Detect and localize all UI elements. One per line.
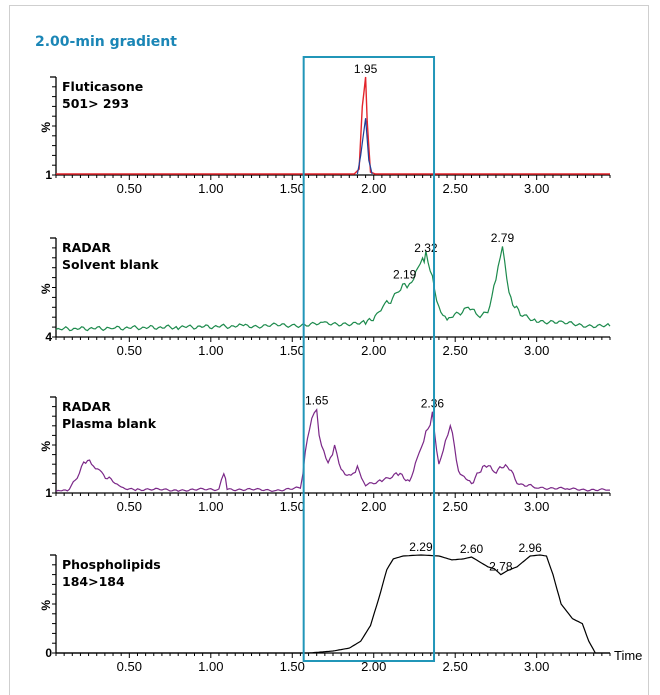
trace-label: RADAR bbox=[62, 399, 111, 414]
x-tick-label: 2.00 bbox=[361, 659, 386, 674]
x-tick-label: 3.00 bbox=[524, 659, 549, 674]
x-tick-label: 1.00 bbox=[198, 343, 223, 358]
x-tick-label: 1.00 bbox=[198, 181, 223, 196]
x-tick-label: 1.50 bbox=[280, 181, 305, 196]
peak-label: 1.65 bbox=[305, 394, 329, 408]
chromatogram-panel-4: 0.50 1.00 1.50 2.00 2.50 3.00% 0 Phospholipids 1… bbox=[39, 540, 611, 674]
x-tick-label: 2.50 bbox=[443, 343, 468, 358]
x-tick-label: 3.00 bbox=[524, 499, 549, 514]
y-min-label: 0 bbox=[45, 646, 52, 660]
x-tick-label: 3.00 bbox=[524, 343, 549, 358]
chromatogram-panel-1: 0.50 1.00 1.50 2.00 2.50 3.00% 1 Fluticasone 501… bbox=[39, 62, 611, 196]
chromatogram-panel-2: 0.50 1.00 1.50 2.00 2.50 3.00% 4 RADAR Solvent b… bbox=[39, 231, 611, 358]
y-axis-label: % bbox=[39, 283, 53, 294]
y-axis-label: % bbox=[39, 441, 53, 452]
x-axis-title: Time bbox=[614, 648, 642, 663]
x-tick-label: 2.50 bbox=[443, 659, 468, 674]
peak-label: 1.95 bbox=[354, 62, 378, 76]
x-tick-label: 3.00 bbox=[524, 181, 549, 196]
x-tick-label: 0.50 bbox=[117, 659, 142, 674]
trace-label: RADAR bbox=[62, 240, 111, 255]
figure-title: 2.00-min gradient bbox=[35, 34, 177, 50]
x-tick-label: 0.50 bbox=[117, 343, 142, 358]
trace-series-2 bbox=[356, 118, 373, 175]
x-tick-label: 2.00 bbox=[361, 343, 386, 358]
trace-series-1 bbox=[56, 554, 610, 654]
trace-label: Plasma blank bbox=[62, 416, 157, 431]
x-tick-label: 1.50 bbox=[280, 659, 305, 674]
y-axis-label: % bbox=[39, 600, 53, 611]
trace-series-1 bbox=[55, 408, 610, 493]
x-tick-label: 0.50 bbox=[117, 181, 142, 196]
peak-label: 2.78 bbox=[489, 560, 513, 574]
trace-label: 501> 293 bbox=[62, 96, 129, 111]
x-tick-label: 2.50 bbox=[443, 499, 468, 514]
peak-label: 2.32 bbox=[414, 241, 438, 255]
figure-frame bbox=[9, 5, 649, 695]
y-min-label: 1 bbox=[45, 168, 52, 182]
x-tick-label: 2.00 bbox=[361, 181, 386, 196]
x-tick-label: 1.00 bbox=[198, 499, 223, 514]
x-tick-label: 1.00 bbox=[198, 659, 223, 674]
peak-label: 2.60 bbox=[460, 542, 484, 556]
y-axis-label: % bbox=[39, 122, 53, 133]
x-tick-label: 2.50 bbox=[443, 181, 468, 196]
retention-window-box bbox=[302, 56, 436, 662]
trace-label: Fluticasone bbox=[62, 79, 143, 94]
y-min-label: 1 bbox=[45, 486, 52, 500]
trace-series-1 bbox=[56, 76, 610, 175]
x-tick-label: 1.50 bbox=[280, 343, 305, 358]
trace-label: Phospholipids bbox=[62, 557, 161, 572]
peak-label: 2.29 bbox=[409, 540, 433, 554]
x-tick-label: 1.50 bbox=[280, 499, 305, 514]
x-tick-label: 2.00 bbox=[361, 499, 386, 514]
peak-label: 2.96 bbox=[518, 541, 542, 555]
x-tick-label: 0.50 bbox=[117, 499, 142, 514]
trace-label: 184>184 bbox=[62, 574, 125, 589]
peak-label: 2.36 bbox=[421, 396, 445, 410]
trace-series-1 bbox=[55, 246, 611, 332]
peak-label: 2.79 bbox=[491, 231, 515, 245]
trace-label: Solvent blank bbox=[62, 257, 159, 272]
y-min-label: 4 bbox=[45, 330, 52, 344]
peak-label: 2.19 bbox=[393, 268, 417, 282]
chromatogram-panel-3: 0.50 1.00 1.50 2.00 2.50 3.00% 1 RADAR Plasma bl… bbox=[39, 394, 611, 514]
